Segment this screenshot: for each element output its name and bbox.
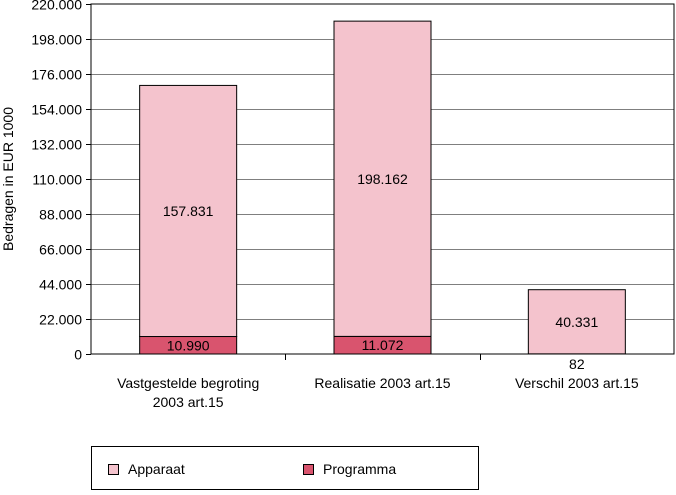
- y-tick-label: 66.000: [39, 242, 82, 258]
- y-axis-ticks: 0 22.000 44.000 66.000 88.000 110.000 132.000 1…: [31, 0, 91, 363]
- legend-label-apparaat: Apparaat: [128, 461, 185, 477]
- legend-label-programma: Programma: [323, 461, 397, 477]
- x-tick-label: Realisatie 2003 art.15: [314, 375, 450, 391]
- legend-swatch-programma: [303, 463, 314, 475]
- bar-apparaat: [139, 84, 238, 338]
- data-label-apparaat: 40.331: [555, 314, 598, 330]
- legend-item-programma: Programma: [303, 461, 396, 477]
- y-tick-label: 44.000: [39, 277, 82, 293]
- data-label-programma: 11.072: [362, 337, 404, 353]
- x-tick-label: Verschil 2003 art.15: [515, 375, 639, 391]
- y-tick-label: 22.000: [39, 312, 82, 328]
- data-label-apparaat: 157.831: [163, 203, 214, 219]
- y-tick-label: 132.000: [31, 137, 82, 153]
- y-tick-label: 220.000: [31, 0, 82, 13]
- bar-apparaat: [333, 20, 432, 337]
- data-label-apparaat: 198.162: [357, 171, 408, 187]
- bar-apparaat: [527, 289, 626, 355]
- y-tick-label: 198.000: [31, 32, 82, 48]
- legend-item-apparaat: Apparaat: [108, 461, 185, 477]
- y-tick-label: 110.000: [32, 172, 82, 188]
- data-label-programma: 10.990: [167, 337, 210, 353]
- plot-frame: [90, 3, 675, 355]
- y-tick-label: 176.000: [31, 67, 82, 83]
- x-tick-label: 2003 art.15: [153, 394, 224, 410]
- y-axis-label: Bedragen in EUR 1000: [0, 107, 16, 251]
- bars: 10.990 157.831 11.072 198.162 82 40.331: [139, 20, 626, 372]
- y-tick-label: 0: [74, 347, 82, 363]
- y-tick-label: 88.000: [39, 207, 82, 223]
- x-tick-label: Vastgestelde begroting: [117, 375, 259, 391]
- y-tick-label: 154.000: [31, 102, 82, 118]
- x-axis-labels: Vastgestelde begroting 2003 art.15 Realisa…: [117, 375, 639, 410]
- legend: Apparaat Programma: [91, 446, 479, 490]
- data-label-programma: 82: [569, 356, 585, 372]
- legend-swatch-apparaat: [108, 463, 119, 475]
- bar-chart: 0 22.000 44.000 66.000 88.000 110.000 132.000 1…: [0, 0, 675, 410]
